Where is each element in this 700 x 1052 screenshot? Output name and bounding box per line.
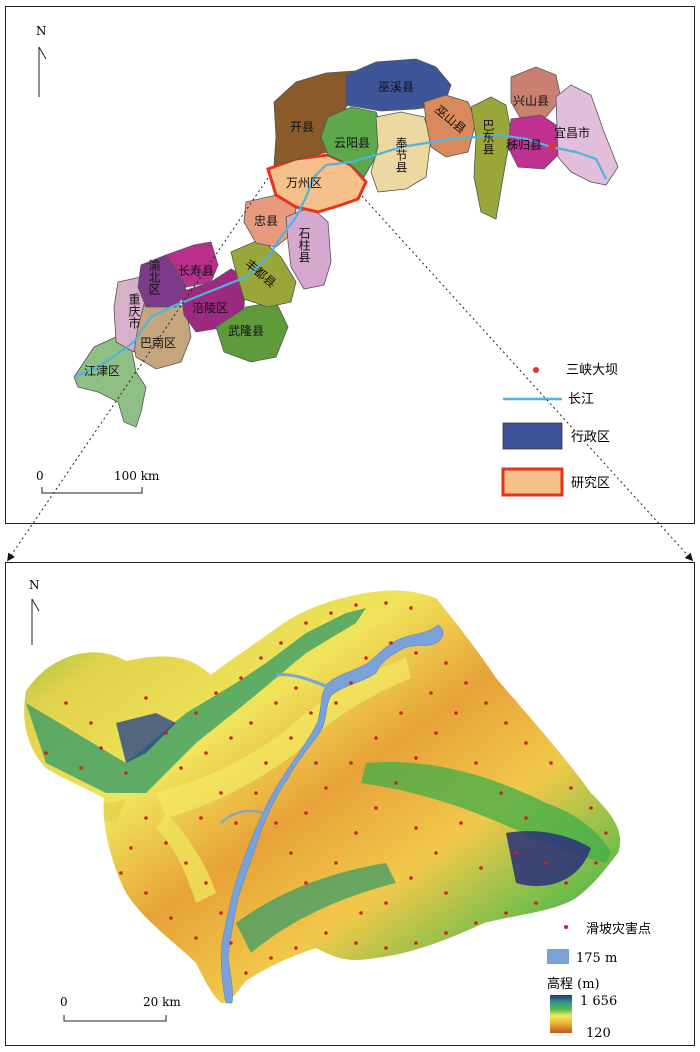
- legend-dam-label: 三峡大坝: [566, 363, 618, 378]
- scale-zero-top: 0: [36, 469, 44, 483]
- label-shizhu: 石柱县: [297, 227, 311, 263]
- label-changshou: 长寿县: [178, 264, 214, 278]
- county-badong: [470, 96, 512, 220]
- legend-landslide-label: 滑坡灾害点: [586, 921, 651, 937]
- study-area-dem-panel: N: [5, 562, 695, 1046]
- county-yichang: [555, 84, 619, 186]
- reservoir-tributary-west: [220, 810, 265, 824]
- county-yunyang: [320, 106, 385, 178]
- label-fuling: 涪陵区: [192, 300, 228, 315]
- north-label-bottom: N: [29, 578, 40, 592]
- label-yichang: 宜昌市: [554, 125, 590, 140]
- north-arrow-top: N: [36, 24, 47, 97]
- three-gorges-dam-marker: [548, 143, 556, 151]
- label-badong: 巴东县: [481, 119, 495, 155]
- legend-study-label: 研究区: [571, 476, 610, 491]
- scale-bar-top: 0 100 km: [36, 469, 160, 494]
- county-xingshan: [510, 66, 562, 120]
- county-fengjie: [370, 111, 432, 193]
- scale-bar-bottom: 0 20 km: [60, 995, 181, 1022]
- study-area-dem-map: N: [24, 578, 651, 1041]
- label-kai: 开县: [290, 120, 314, 134]
- legend-elev-title: 高程 (m): [547, 976, 600, 992]
- label-wulong: 武隆县: [228, 323, 264, 338]
- county-wanzhou: [266, 153, 368, 214]
- label-zhong: 忠县: [254, 214, 278, 228]
- legend-water-symbol: [547, 949, 569, 964]
- label-banan: 巴南区: [140, 335, 176, 350]
- legend-dam-symbol: [533, 367, 539, 373]
- north-label-top: N: [36, 24, 47, 38]
- reservoir-tributary-north: [275, 673, 329, 689]
- legend-elev-max: 1 656: [580, 994, 617, 1009]
- county-wuxi: [345, 58, 452, 112]
- landslide-points: [44, 601, 608, 975]
- legend-landslide-symbol: [564, 925, 568, 929]
- legend-water-label: 175 m: [576, 951, 617, 966]
- label-wanzhou: 万州区: [286, 176, 322, 190]
- label-fengjie: 奉节县: [394, 137, 408, 173]
- label-yunyang: 云阳县: [334, 136, 370, 150]
- legend-elev-min: 120: [586, 1026, 611, 1041]
- scale-label-top: 100 km: [114, 469, 160, 483]
- legend-admin-label: 行政区: [571, 430, 610, 445]
- scale-label-bottom: 20 km: [143, 995, 181, 1009]
- overview-map: N 巫溪县 开县 云阳县 奉节县 巫山县 巴东县 兴山县: [36, 24, 619, 497]
- legend-admin-symbol: [502, 422, 563, 450]
- legend-top: 三峡大坝 长江 行政区 研究区: [501, 363, 618, 497]
- legend-river-label: 长江: [568, 392, 594, 407]
- label-chongqing: 重庆市: [127, 293, 141, 329]
- scale-zero-bottom: 0: [60, 995, 68, 1009]
- north-arrow-bottom: N: [29, 578, 40, 645]
- label-zigui: 秭归县: [506, 138, 542, 152]
- legend-bottom: 滑坡灾害点 175 m 高程 (m) 1 656 120: [547, 921, 651, 1041]
- elevation-color-ramp: [550, 995, 572, 1033]
- label-yubei: 渝北区: [147, 258, 161, 295]
- label-xingshan: 兴山县: [513, 94, 549, 108]
- reservoir-175m: [220, 624, 444, 1004]
- overview-map-panel: N 巫溪县 开县 云阳县 奉节县 巫山县 巴东县 兴山县: [5, 6, 695, 524]
- label-wuxi: 巫溪县: [378, 80, 414, 94]
- legend-study-symbol: [501, 467, 564, 497]
- label-jiangjin: 江津区: [84, 364, 120, 378]
